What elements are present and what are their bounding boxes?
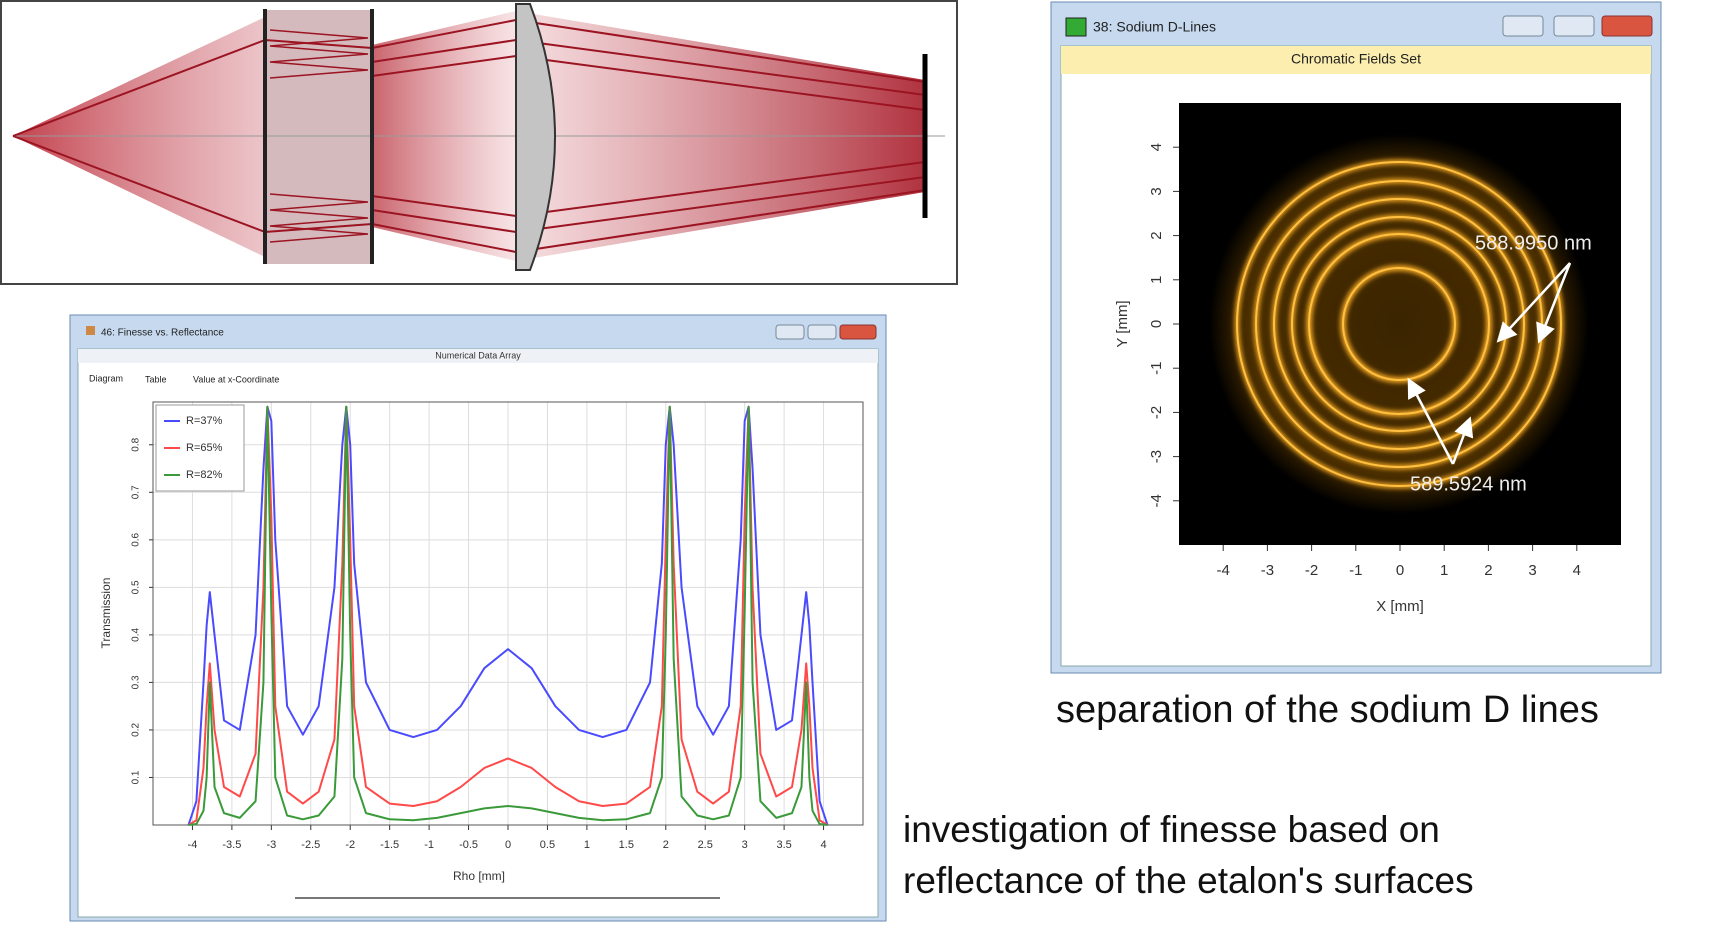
- annotation-arrows: [1407, 262, 1572, 465]
- y-tick-label: 0.3: [131, 675, 142, 689]
- x-tick-label: -3: [266, 839, 276, 851]
- series-line: [187, 405, 829, 826]
- x-tick-label: 1.5: [619, 839, 634, 851]
- x-tick-label: 0.5: [540, 839, 555, 851]
- window-title: 46: Finesse vs. Reflectance: [101, 328, 224, 339]
- x-tick-label: 2: [1484, 562, 1492, 579]
- y-tick-label: 0: [1148, 320, 1165, 328]
- legend-label: R=82%: [186, 469, 223, 481]
- x-tick-label: 2: [663, 839, 669, 851]
- x-tick-label: 0: [1396, 562, 1404, 579]
- x-tick-label: 0: [505, 839, 511, 851]
- lens: [515, 3, 556, 271]
- close-button[interactable]: [839, 324, 877, 340]
- x-axis-label: X [mm]: [1376, 598, 1424, 615]
- x-tick-label: -4: [1217, 562, 1230, 579]
- minimize-button[interactable]: [1502, 15, 1544, 37]
- y-axis-label: Transmission: [99, 578, 113, 649]
- window-subtitle: Chromatic Fields Set: [1291, 51, 1421, 67]
- tab[interactable]: Diagram: [89, 373, 123, 383]
- x-tick-label: -2.5: [301, 839, 320, 851]
- y-tick-label: 2: [1148, 231, 1165, 239]
- subtitle-bar: [1061, 46, 1651, 74]
- x-tick-label: 1: [1440, 562, 1448, 579]
- y-tick-label: 3: [1148, 187, 1165, 195]
- y-tick-label: -2: [1148, 406, 1165, 419]
- plot-border: [152, 401, 864, 826]
- x-tick-label: 4: [1573, 562, 1581, 579]
- beam: [13, 17, 265, 257]
- y-tick-label: 0.2: [131, 723, 142, 737]
- subtitle-bar: [78, 349, 878, 363]
- y-tick-label: 0.4: [131, 628, 142, 642]
- maximize-button[interactable]: [807, 324, 837, 340]
- x-tick-label: 2.5: [698, 839, 713, 851]
- x-tick-label: -1: [424, 839, 434, 851]
- x-tick-label: 4: [820, 839, 826, 851]
- x-tick-label: -0.5: [459, 839, 478, 851]
- x-tick-label: 1: [584, 839, 590, 851]
- y-tick-label: 0.1: [131, 770, 142, 784]
- window-title: 38: Sodium D-Lines: [1093, 19, 1216, 35]
- rays: [12, 19, 926, 253]
- y-tick-label: -3: [1148, 450, 1165, 463]
- y-tick-label: -1: [1148, 362, 1165, 375]
- window-icon: [1065, 17, 1087, 37]
- ring-pattern: [1209, 134, 1589, 514]
- tab[interactable]: Table: [145, 374, 167, 384]
- optical-diagram: [0, 0, 958, 285]
- x-tick-label: -1.5: [380, 839, 399, 851]
- y-axis-label: Y [mm]: [1114, 300, 1131, 347]
- tab[interactable]: Value at x-Coordinate: [193, 374, 279, 384]
- x-tick-label: -1: [1349, 562, 1362, 579]
- x-tick-label: -3: [1261, 562, 1274, 579]
- window-icon: [86, 326, 95, 335]
- window-subtitle: Numerical Data Array: [435, 350, 521, 360]
- caption: reflectance of the etalon's surfaces: [903, 860, 1474, 901]
- y-tick-label: 0.8: [131, 437, 142, 451]
- x-tick-label: -2: [345, 839, 355, 851]
- y-tick-label: 0.7: [131, 485, 142, 499]
- legend-label: R=65%: [186, 442, 223, 454]
- x-tick-label: -4: [188, 839, 198, 851]
- close-button[interactable]: [1601, 15, 1653, 37]
- caption: investigation of finesse based on: [903, 809, 1440, 850]
- x-tick-label: 3: [1528, 562, 1536, 579]
- y-tick-label: 0.6: [131, 532, 142, 546]
- x-tick-label: 3: [742, 839, 748, 851]
- y-tick-label: 0.5: [131, 580, 142, 594]
- x-tick-label: -3.5: [222, 839, 241, 851]
- caption: separation of the sodium D lines: [1056, 689, 1599, 731]
- field-window: 38: Sodium D-Lines Chromatic Fields Set …: [1050, 1, 1662, 674]
- y-tick-label: 4: [1148, 143, 1165, 151]
- minimize-button[interactable]: [775, 324, 805, 340]
- y-tick-label: -4: [1148, 494, 1165, 507]
- x-tick-label: -2: [1305, 562, 1318, 579]
- x-tick-label: 3.5: [776, 839, 791, 851]
- y-tick-label: 1: [1148, 276, 1165, 284]
- legend-label: R=37%: [186, 415, 223, 427]
- x-axis-label: Rho [mm]: [453, 869, 505, 883]
- series-line: [188, 405, 828, 826]
- annotation: 589.5924 nm: [1410, 473, 1527, 495]
- annotation: 588.9950 nm: [1475, 232, 1592, 254]
- series-line: [187, 405, 829, 826]
- maximize-button[interactable]: [1553, 15, 1595, 37]
